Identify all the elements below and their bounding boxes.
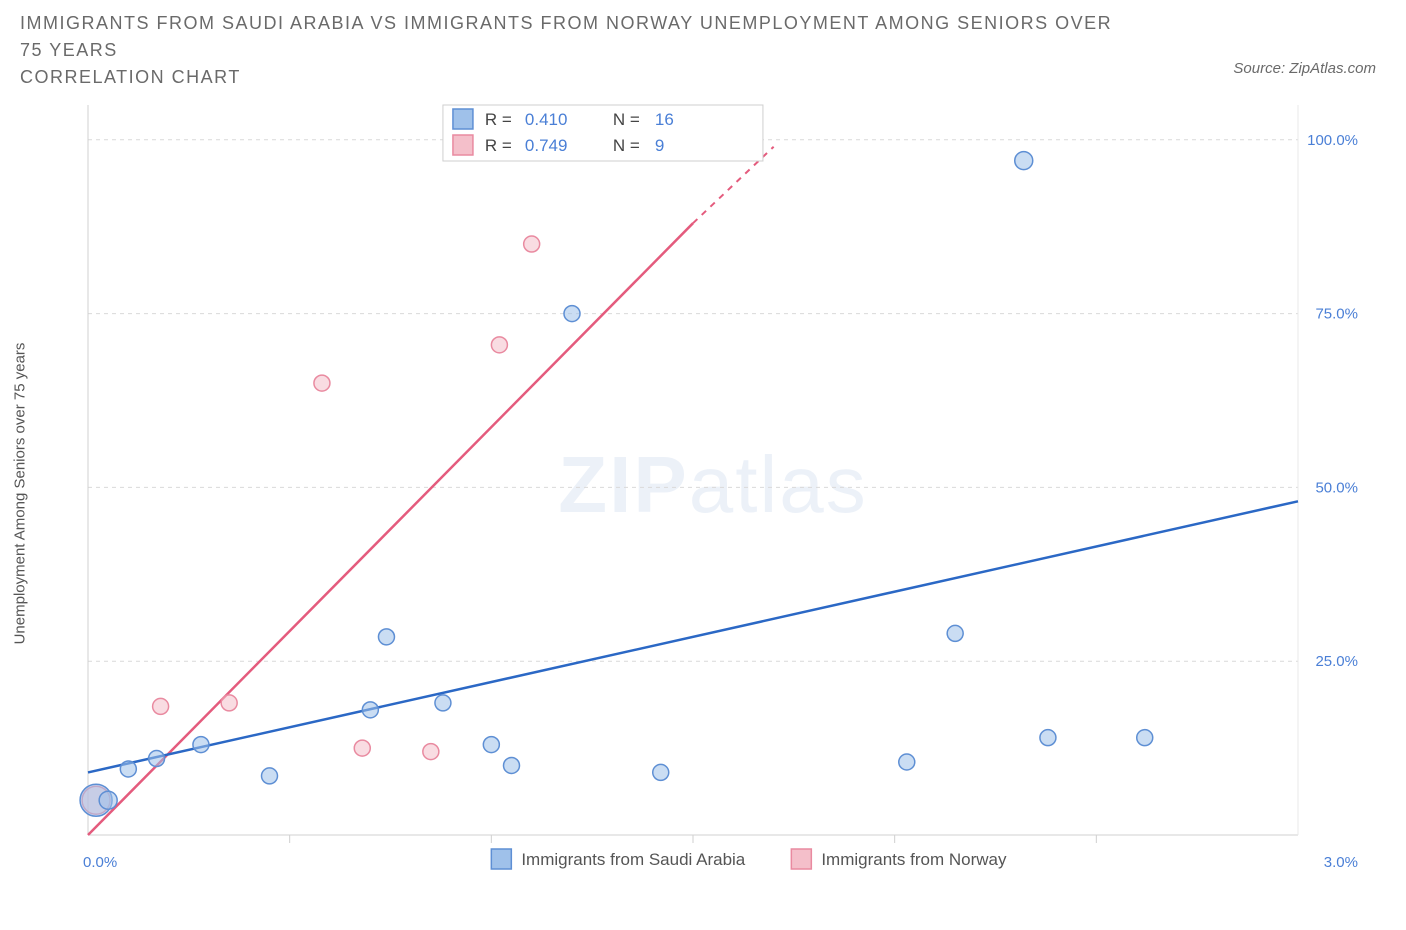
data-point — [153, 698, 169, 714]
x-tick-label: 3.0% — [1324, 854, 1358, 871]
data-point — [120, 761, 136, 777]
y-tick-label: 50.0% — [1315, 479, 1358, 496]
legend-N-label: N = — [613, 136, 640, 155]
data-point — [564, 306, 580, 322]
source-credit: Source: ZipAtlas.com — [1233, 60, 1376, 77]
legend-R-label: R = — [485, 110, 512, 129]
legend-swatch — [453, 109, 473, 129]
series-label-pink: Immigrants from Norway — [821, 850, 1007, 869]
legend-swatch — [453, 135, 473, 155]
data-point — [1015, 152, 1033, 170]
x-tick-label: 0.0% — [83, 854, 117, 871]
scatter-plot: 25.0% 50.0% 75.0% 100.0% 0.0% 3.0% R = 0.410 N =… — [78, 95, 1378, 875]
source-prefix: Source: — [1233, 60, 1289, 77]
data-point — [354, 740, 370, 756]
data-point — [1137, 730, 1153, 746]
data-point — [947, 625, 963, 641]
data-point — [423, 744, 439, 760]
data-point — [99, 791, 117, 809]
trend-line — [88, 501, 1298, 772]
source-name: ZipAtlas.com — [1289, 60, 1376, 77]
data-point — [149, 751, 165, 767]
data-point — [314, 375, 330, 391]
data-point — [193, 737, 209, 753]
legend-N-value: 9 — [655, 136, 664, 155]
series-swatch-blue — [491, 849, 511, 869]
data-point — [524, 236, 540, 252]
series-label-blue: Immigrants from Saudi Arabia — [521, 850, 745, 869]
y-axis-label: Unemployment Among Seniors over 75 years — [12, 343, 29, 645]
data-point — [899, 754, 915, 770]
data-point — [504, 757, 520, 773]
legend-N-value: 16 — [655, 110, 674, 129]
legend-R-value: 0.410 — [525, 110, 568, 129]
data-point — [491, 337, 507, 353]
data-point — [653, 764, 669, 780]
y-tick-label: 75.0% — [1315, 306, 1358, 323]
chart-title: IMMIGRANTS FROM SAUDI ARABIA VS IMMIGRAN… — [20, 10, 1120, 91]
data-point — [435, 695, 451, 711]
plot-area: Unemployment Among Seniors over 75 years… — [48, 95, 1378, 875]
legend-R-label: R = — [485, 136, 512, 155]
data-point — [262, 768, 278, 784]
data-point — [362, 702, 378, 718]
data-point — [378, 629, 394, 645]
data-point — [221, 695, 237, 711]
title-line1: IMMIGRANTS FROM SAUDI ARABIA VS IMMIGRAN… — [20, 13, 1112, 60]
y-tick-label: 100.0% — [1307, 132, 1358, 149]
title-line2: CORRELATION CHART — [20, 67, 241, 87]
data-point — [483, 737, 499, 753]
y-tick-label: 25.0% — [1315, 653, 1358, 670]
legend-N-label: N = — [613, 110, 640, 129]
legend-R-value: 0.749 — [525, 136, 568, 155]
trend-line — [88, 223, 693, 835]
data-point — [1040, 730, 1056, 746]
series-swatch-pink — [791, 849, 811, 869]
